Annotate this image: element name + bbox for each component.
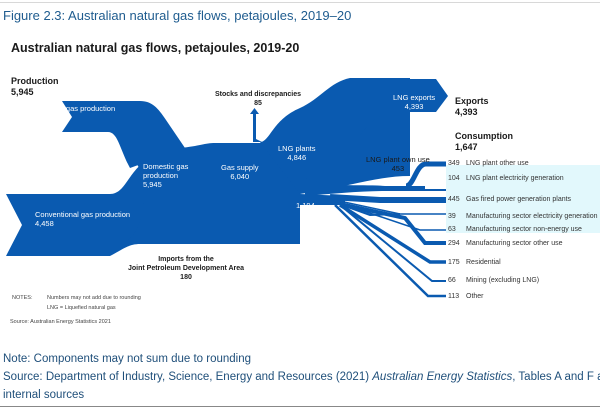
- flow-domestic-use: [210, 194, 345, 210]
- lng-exports-label: LNG exports 4,393: [393, 93, 436, 111]
- consumption-item: 113 Other: [448, 293, 484, 300]
- top-rule: [0, 2, 600, 3]
- footer-source: Source: Department of Industry, Science,…: [3, 371, 600, 383]
- lng-plants-label: LNG plants 4,846: [278, 144, 316, 162]
- flow-mfg-nonenergy: [339, 202, 446, 231]
- jpda-label: Imports from the Joint Petroleum Develop…: [128, 256, 245, 281]
- notes-line-1: Numbers may not add due to rounding: [47, 295, 141, 301]
- consumption-item: 104 LNG plant electricity generation: [448, 175, 564, 182]
- conventional-label: Conventional gas production 4,458: [35, 210, 131, 228]
- flow-lng-other-use: [405, 161, 446, 189]
- domestic-production-label: Domestic gas production 5,945: [143, 162, 189, 189]
- flow-residential: [339, 203, 446, 264]
- consumption-item: 349 LNG plant other use: [448, 160, 529, 167]
- footer-note: Note: Components may not sum due to roun…: [3, 353, 252, 365]
- stocks-label: Stocks and discrepancies 85: [215, 91, 301, 107]
- flow-gas-power: [329, 194, 446, 203]
- notes-source: Source: Australian Energy Statistics 202…: [10, 319, 111, 325]
- consumption-item: 66 Mining (excluding LNG): [448, 277, 540, 284]
- flow-lng-own-use: [305, 178, 425, 196]
- consumption-item: 294 Manufacturing sector other use: [448, 240, 563, 247]
- consumption-item: 63 Manufacturing sector non-energy use: [448, 226, 582, 233]
- footer-source-line2: internal sources: [3, 389, 85, 401]
- flow-domestic-production: [120, 143, 300, 244]
- figure-title: Figure 2.3: Australian natural gas flows…: [3, 8, 352, 23]
- flow-mfg-other: [339, 202, 446, 245]
- flow-lng-exports: [360, 79, 448, 135]
- domestic-use-value: 1,194: [296, 201, 315, 210]
- notes-label: NOTES:: [12, 295, 33, 301]
- coal-seam-label: Coal seam gas production 1,487: [28, 104, 116, 122]
- stocks-arrowhead: [250, 108, 259, 114]
- production-header: Production 5,945: [11, 76, 59, 97]
- consumption-item: 175 Residential: [448, 259, 501, 266]
- bottom-rule: [0, 406, 600, 407]
- exports-header: Exports 4,393: [455, 96, 489, 117]
- gas-supply-label: Gas supply 6,040: [221, 163, 259, 181]
- sankey-diagram: [6, 78, 448, 298]
- flow-mining: [339, 204, 446, 282]
- chart-title: Australian natural gas flows, petajoules…: [11, 41, 300, 55]
- flow-other: [334, 204, 446, 298]
- flow-jpda-import: [172, 205, 186, 242]
- highlight-band: [446, 165, 600, 233]
- flow-mfg-split: [344, 205, 401, 217]
- consumption-header: Consumption 1,647: [455, 131, 513, 152]
- consumption-item: 445 Gas fired power generation plants: [448, 196, 572, 203]
- lng-own-use-label: LNG plant own use 453: [366, 155, 430, 173]
- consumption-item: 39 Manufacturing sector electricity gener…: [448, 213, 598, 220]
- flow-stocks: [253, 112, 262, 142]
- notes-line-2: LNG = Liquefied natural gas: [47, 305, 116, 311]
